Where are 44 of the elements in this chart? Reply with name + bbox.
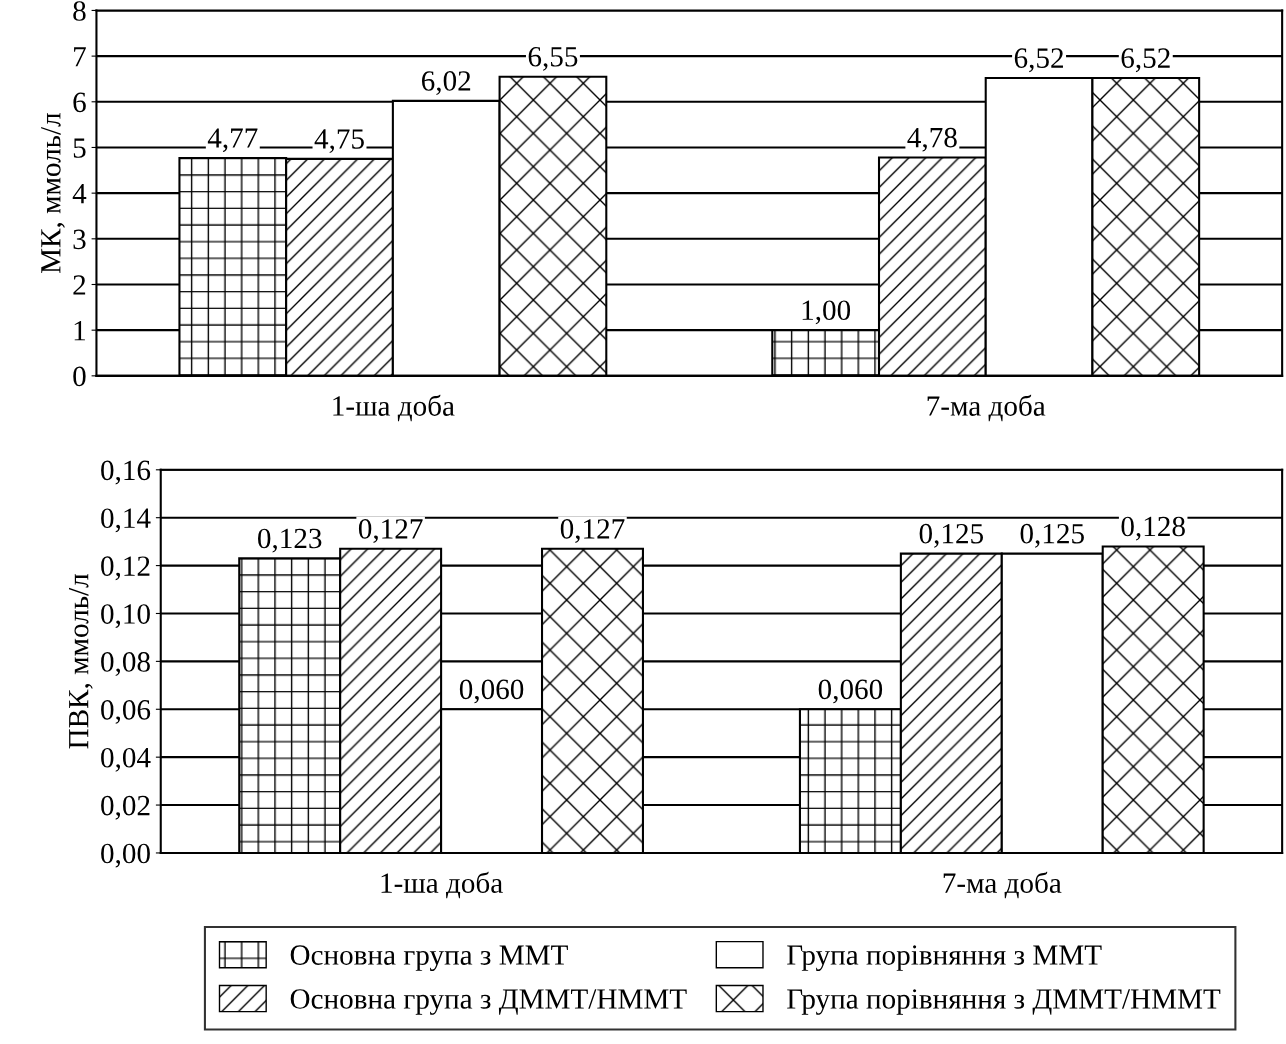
y-tick-label: 0,06 — [101, 699, 151, 724]
y-tick-label: 8 — [73, 1, 86, 21]
y-tick-label: 0,08 — [101, 652, 150, 676]
y-tick-label: 7 — [74, 47, 86, 67]
legend-label: Основна група з ММТ — [290, 945, 568, 971]
y-axis-title: МК, ммоль/л — [41, 113, 65, 274]
data-label: 0,060 — [818, 679, 883, 704]
data-label: 4,78 — [907, 127, 957, 152]
y-tick-label: 0 — [73, 366, 86, 387]
data-label: 6,55 — [528, 46, 578, 71]
y-tick-label: 0,14 — [101, 508, 151, 533]
data-label: 0,127 — [358, 519, 423, 543]
y-tick-label: 1 — [74, 321, 85, 341]
data-label: 6,52 — [1121, 48, 1170, 73]
data-label: 6,02 — [421, 71, 471, 95]
x-tick-label: 1-ша доба — [333, 394, 455, 422]
y-tick-label: 5 — [73, 138, 86, 158]
data-label: 0,123 — [258, 528, 322, 553]
data-label: 0,128 — [1121, 516, 1185, 541]
data-label: 0,060 — [459, 679, 524, 704]
y-tick-label: 0,12 — [101, 556, 150, 581]
legend-label: Група порівняння з ДММТ/НММТ — [787, 989, 1221, 1015]
y-tick-label: 0,02 — [101, 795, 150, 820]
data-label: 4,77 — [207, 128, 258, 153]
x-tick-label: 1-ша доба — [381, 871, 503, 899]
y-tick-label: 0,10 — [101, 604, 150, 629]
data-label: 6,52 — [1014, 48, 1063, 73]
y-tick-label: 3 — [73, 229, 86, 250]
data-label: 0,127 — [560, 519, 625, 543]
data-label: 0,125 — [1020, 523, 1084, 548]
data-label: 0,125 — [919, 523, 983, 548]
y-tick-label: 0,00 — [101, 843, 150, 868]
y-tick-label: 2 — [73, 275, 86, 295]
x-tick-label: 7-ма доба — [927, 394, 1046, 422]
y-tick-label: 0,16 — [101, 460, 151, 485]
data-label: 4,75 — [314, 129, 364, 153]
y-tick-label: 0,04 — [101, 747, 151, 772]
y-tick-label: 4 — [72, 184, 87, 204]
y-tick-label: 6 — [73, 92, 86, 113]
data-label: 1,00 — [802, 300, 851, 325]
legend-label: Група порівняння з ММТ — [787, 945, 1102, 971]
x-tick-label: 7-ма доба — [943, 871, 1062, 899]
legend-label: Основна група з ДММТ/НММТ — [290, 989, 687, 1015]
y-axis-title: ПВК, ммоль/л — [68, 573, 93, 749]
